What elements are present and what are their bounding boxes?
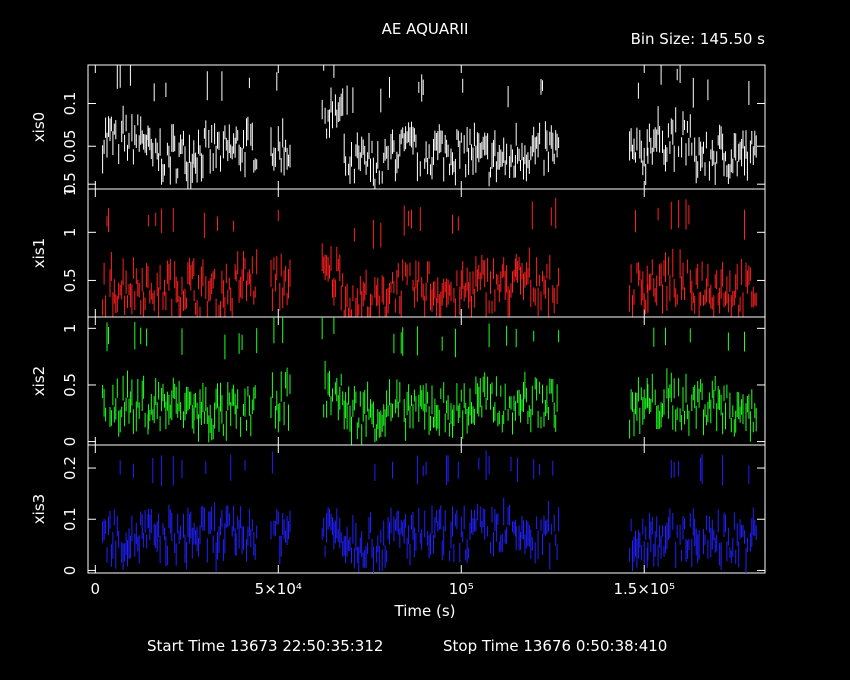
data-segment xyxy=(193,454,236,572)
panel-frame xyxy=(87,316,766,446)
y-axis-label-xis3: xis3 xyxy=(30,494,48,524)
y-tick-label: 1.5 xyxy=(61,172,79,196)
y-tick-label: 0.5 xyxy=(61,373,79,397)
data-segment xyxy=(727,81,757,184)
data-segment xyxy=(343,219,388,317)
y-tick-label: 0.1 xyxy=(61,507,79,531)
data-segment xyxy=(431,214,475,317)
data-segment xyxy=(691,77,728,185)
data-segment xyxy=(321,243,344,311)
stop-time-label: Stop Time 13676 0:50:38:410 xyxy=(443,637,667,655)
start-time-label: Start Time 13673 22:50:35:312 xyxy=(147,637,383,655)
data-segment xyxy=(270,209,291,312)
data-segment xyxy=(647,327,691,436)
x-tick-label: 5×10⁴ xyxy=(255,580,302,598)
x-axis-ticks: 0 5×10⁴ 10⁵ 1.5×10⁵ xyxy=(91,580,675,598)
data-segment xyxy=(321,317,344,421)
data-segment xyxy=(270,317,291,433)
data-segment xyxy=(727,331,757,442)
data-segment xyxy=(691,454,728,571)
panels: 0 0.05 0.1 xis0 0.5 1 1.5 xis1 0 0.5 1 xis2 0 0.1 0.2 x… xyxy=(30,64,766,576)
x-tick-label: 10⁵ xyxy=(449,580,474,598)
data-segment xyxy=(343,464,388,573)
data-segment xyxy=(387,205,431,317)
data-segment xyxy=(147,82,195,189)
data-segment xyxy=(147,328,195,434)
chart-title: AE AQUARII xyxy=(382,20,469,38)
y-tick-label: 1 xyxy=(61,228,79,238)
y-tick-label: 0.1 xyxy=(61,92,79,116)
bin-size-label: Bin Size: 145.50 s xyxy=(631,30,766,48)
data-segment xyxy=(235,460,258,562)
y-tick-label: 0 xyxy=(61,184,79,194)
data-segment xyxy=(431,455,475,564)
panel-frame xyxy=(87,444,766,574)
data-segment xyxy=(270,451,291,565)
data-segment xyxy=(647,199,691,314)
panel-xis2: 0 0.5 1 xis2 xyxy=(30,316,766,447)
data-segment xyxy=(235,328,258,437)
data-segment xyxy=(431,78,475,186)
series-xis1 xyxy=(102,197,757,317)
y-tick-label: 0 xyxy=(61,566,79,576)
data-segment xyxy=(515,328,560,433)
series-xis0 xyxy=(102,65,757,189)
y-tick-label: 0 xyxy=(61,437,79,447)
panel-frame xyxy=(87,64,766,190)
data-segment xyxy=(321,65,344,139)
data-segment xyxy=(475,255,516,317)
data-segment xyxy=(147,455,195,570)
y-tick-label: 0.2 xyxy=(61,456,79,480)
y-tick-label: 0.5 xyxy=(61,268,79,292)
series-xis2 xyxy=(102,317,757,445)
panel-xis3: 0 0.1 0.2 xis3 xyxy=(30,444,766,576)
data-segment xyxy=(629,82,648,185)
data-segment xyxy=(515,457,560,570)
data-segment xyxy=(193,71,236,183)
x-tick-label: 1.5×10⁵ xyxy=(613,580,675,598)
x-tick-label: 0 xyxy=(91,580,101,598)
x-axis-label: Time (s) xyxy=(394,602,456,620)
data-segment xyxy=(475,323,516,435)
data-segment xyxy=(647,459,691,569)
y-axis-label-xis1: xis1 xyxy=(30,238,48,268)
data-segment xyxy=(102,65,149,174)
data-segment xyxy=(270,72,291,176)
data-segment xyxy=(343,85,388,189)
data-segment xyxy=(321,507,344,558)
data-segment xyxy=(475,86,516,187)
data-segment xyxy=(629,377,648,439)
data-segment xyxy=(475,450,516,557)
data-segment xyxy=(102,460,149,570)
data-segment xyxy=(102,208,149,317)
y-axis-label-xis2: xis2 xyxy=(30,366,48,396)
data-segment xyxy=(431,328,475,439)
panel-xis0: 0 0.05 0.1 xis0 xyxy=(30,64,766,194)
data-segment xyxy=(102,322,149,437)
data-segment xyxy=(387,455,431,566)
data-segment xyxy=(387,74,431,182)
series-xis3 xyxy=(102,450,757,573)
data-segment xyxy=(343,381,388,445)
panel-xis1: 0.5 1 1.5 xis1 xyxy=(30,172,766,318)
data-segment xyxy=(691,376,728,436)
data-segment xyxy=(647,65,691,172)
data-segment xyxy=(691,261,728,317)
data-segment xyxy=(629,210,648,317)
data-segment xyxy=(727,465,757,573)
data-segment xyxy=(387,326,431,441)
data-segment xyxy=(193,334,236,443)
data-segment xyxy=(193,212,236,317)
data-segment xyxy=(515,79,560,182)
y-tick-label: 0.05 xyxy=(61,130,79,163)
y-tick-label: 1 xyxy=(61,324,79,334)
y-axis-label-xis0: xis0 xyxy=(30,112,48,142)
data-segment xyxy=(515,197,560,317)
data-segment xyxy=(727,209,757,317)
data-segment xyxy=(147,207,195,317)
data-segment xyxy=(235,77,258,178)
data-segment xyxy=(629,518,648,572)
data-segment xyxy=(235,249,258,305)
